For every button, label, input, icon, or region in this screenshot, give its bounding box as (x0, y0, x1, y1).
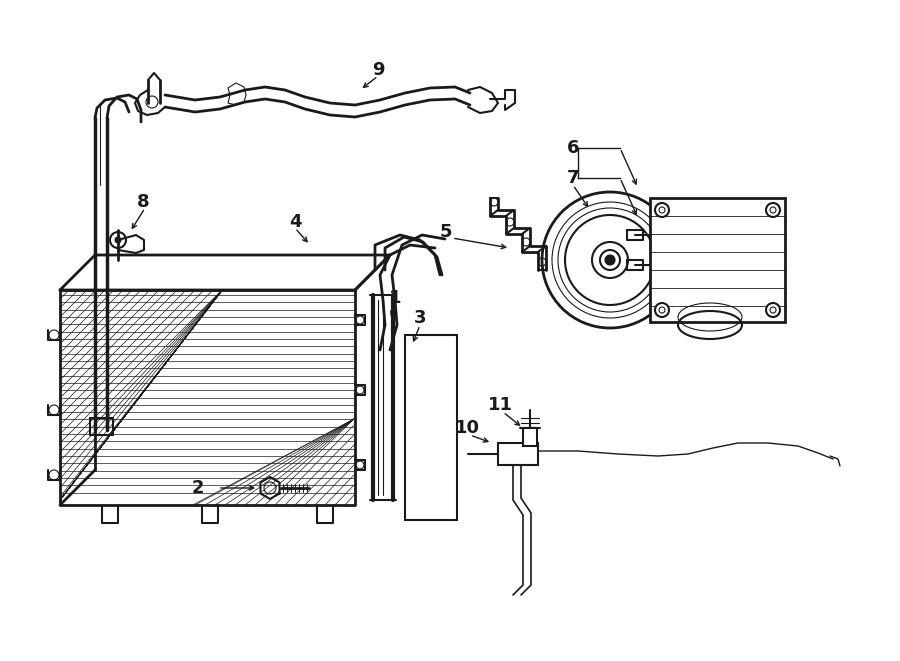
Circle shape (770, 207, 776, 213)
Circle shape (600, 250, 620, 270)
Text: 7: 7 (567, 169, 580, 187)
Bar (405, 335, 457, 520)
Text: 11: 11 (488, 396, 512, 414)
Circle shape (655, 303, 669, 317)
Bar (523, 428, 537, 446)
Circle shape (766, 303, 780, 317)
Text: 1: 1 (389, 289, 401, 307)
Text: 8: 8 (137, 193, 149, 211)
Circle shape (770, 307, 776, 313)
Text: 9: 9 (372, 61, 384, 79)
Bar (650, 198, 785, 322)
Circle shape (766, 203, 780, 217)
Circle shape (659, 207, 665, 213)
Circle shape (659, 307, 665, 313)
Text: 10: 10 (454, 419, 480, 437)
Circle shape (655, 203, 669, 217)
Text: 3: 3 (414, 309, 427, 327)
Circle shape (605, 255, 615, 265)
Bar (498, 443, 538, 465)
Text: 4: 4 (289, 213, 302, 231)
Text: 6: 6 (567, 139, 580, 157)
Text: 2: 2 (192, 479, 204, 497)
Text: 5: 5 (440, 223, 452, 241)
Circle shape (115, 237, 121, 243)
